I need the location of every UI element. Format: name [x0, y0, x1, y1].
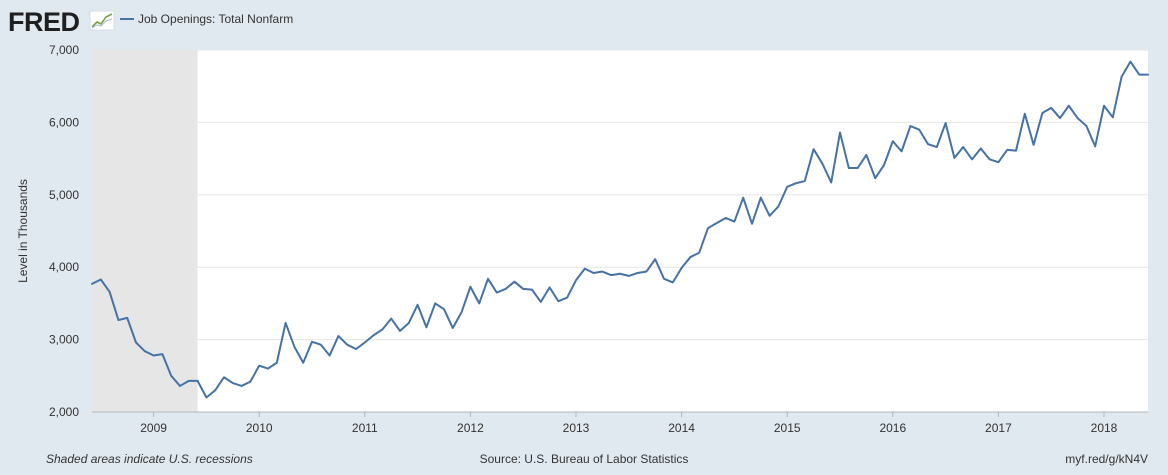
x-tick-label: 2010: [246, 421, 273, 435]
x-tick-label: 2016: [879, 421, 906, 435]
footer-short-link[interactable]: myf.red/g/kN4V: [1065, 452, 1148, 466]
footer-recession-note: Shaded areas indicate U.S. recessions: [46, 452, 253, 466]
legend-label: Job Openings: Total Nonfarm: [138, 12, 293, 26]
x-tick-label: 2018: [1091, 421, 1118, 435]
series-line-0[interactable]: [91, 60, 1149, 399]
y-axis-tick-labels: 2,000 3,000 4,000 5,000 6,000 7,000: [49, 43, 79, 419]
fred-logo[interactable]: FRED: [8, 7, 115, 37]
plot-background: [92, 50, 1148, 412]
footer-source: Source: U.S. Bureau of Labor Statistics: [480, 452, 689, 466]
x-tick-label: 2009: [140, 421, 167, 435]
x-tick-label: 2017: [985, 421, 1012, 435]
recession-band-0: [92, 50, 198, 412]
y-axis-label: Level in Thousands: [16, 179, 30, 283]
series-layer: [91, 60, 1149, 399]
x-axis-tick-labels: 2009 2010 2011 2012 2013 2014 2015 2016 2017 2018: [140, 412, 1118, 435]
legend: Job Openings: Total Nonfarm: [120, 12, 293, 26]
x-tick-label: 2012: [457, 421, 484, 435]
x-tick-label: 2013: [563, 421, 590, 435]
recession-bands: [92, 50, 198, 412]
x-tick-label: 2015: [774, 421, 801, 435]
y-tick-label: 7,000: [49, 43, 79, 57]
x-tick-label: 2011: [352, 421, 378, 435]
fred-logo-chart-icon: [89, 10, 115, 31]
y-tick-label: 2,000: [49, 405, 79, 419]
grid-lines: [92, 49, 1148, 341]
y-tick-label: 5,000: [49, 188, 79, 202]
y-tick-label: 4,000: [49, 260, 79, 274]
y-tick-label: 3,000: [49, 333, 79, 347]
y-tick-label: 6,000: [49, 115, 79, 129]
fred-logo-text: FRED: [8, 7, 80, 37]
x-tick-label: 2014: [668, 421, 695, 435]
